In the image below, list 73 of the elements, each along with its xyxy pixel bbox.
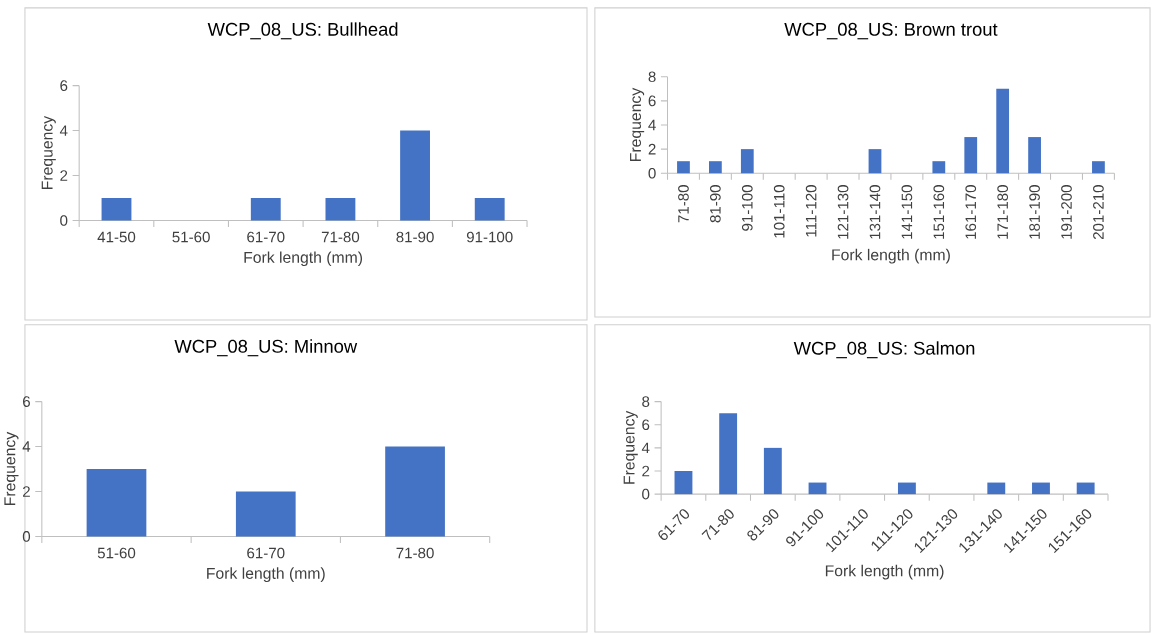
bar (932, 161, 946, 174)
y-tick-label: 2 (642, 465, 650, 477)
x-tick-label: 71-80 (678, 185, 689, 223)
bar (808, 482, 827, 495)
x-tick-label: 71-80 (396, 547, 434, 559)
bar (964, 137, 978, 174)
bar (235, 491, 296, 537)
bar (674, 471, 693, 495)
bar (868, 149, 882, 174)
y-tick-label: 8 (642, 396, 650, 407)
y-axis-title: Frequency (623, 410, 638, 484)
y-tick-label: 6 (642, 419, 650, 431)
bar (677, 161, 690, 174)
y-tick-label: 6 (648, 95, 656, 107)
bar (385, 446, 445, 537)
y-tick-label: 2 (60, 170, 68, 181)
y-tick-label: 0 (648, 167, 656, 179)
bar (987, 482, 1006, 495)
x-tick-label: 141-150 (901, 185, 913, 239)
bar (1092, 161, 1105, 174)
bar (1076, 482, 1095, 495)
x-tick-label: 201-210 (1093, 185, 1104, 240)
x-tick-label: 91-100 (741, 185, 753, 231)
bar (1028, 137, 1041, 174)
x-tick-label: 151-160 (933, 185, 945, 239)
y-axis-title: Frequency (41, 115, 56, 190)
x-tick-label: 81-90 (710, 185, 721, 223)
x-tick-label: 121-130 (837, 185, 849, 239)
chart-title: WCP_08_US: Bullhead (207, 22, 398, 40)
chart-title: WCP_08_US: Minnow (174, 339, 358, 357)
x-tick-label: 41-50 (97, 231, 136, 243)
bar (708, 161, 722, 174)
y-tick-label: 0 (642, 488, 650, 500)
x-tick-label: 171-180 (997, 185, 1008, 239)
x-tick-label: 161-170 (965, 185, 977, 239)
y-tick-label: 6 (60, 80, 68, 92)
bar (763, 447, 782, 495)
y-tick-label: 0 (22, 531, 31, 542)
x-tick-label: 51-60 (172, 231, 210, 243)
y-tick-label: 2 (648, 143, 656, 155)
bar (897, 482, 916, 495)
bar (740, 149, 754, 174)
y-tick-label: 4 (22, 441, 31, 452)
x-tick-label: 101-110 (773, 185, 785, 238)
x-tick-label: 61-70 (247, 547, 285, 559)
bar (86, 469, 147, 537)
x-axis-title: Fork length (mm) (207, 567, 325, 583)
bar (719, 413, 738, 495)
x-axis-title: Fork length (mm) (244, 251, 363, 267)
y-axis-title: Frequency (4, 431, 19, 505)
y-tick-label: 4 (641, 442, 650, 454)
x-tick-label: 61-70 (247, 231, 285, 243)
chart-title: WCP_08_US: Salmon (793, 341, 975, 359)
y-tick-label: 4 (59, 125, 68, 136)
y-tick-label: 4 (648, 119, 656, 131)
x-tick-label: 71-80 (321, 231, 360, 243)
x-axis-title: Fork length (mm) (825, 564, 944, 580)
x-tick-label: 111-120 (805, 185, 817, 237)
y-tick-label: 0 (60, 215, 68, 226)
x-tick-label: 91-100 (466, 231, 513, 243)
y-tick-label: 8 (648, 71, 656, 83)
x-axis-title: Fork length (mm) (832, 248, 950, 264)
x-tick-label: 191-200 (1061, 185, 1072, 239)
y-tick-label: 2 (23, 486, 30, 497)
bar (996, 88, 1010, 174)
x-tick-label: 181-190 (1029, 185, 1040, 239)
x-tick-label: 51-60 (97, 547, 136, 559)
x-tick-label: 81-90 (396, 231, 434, 243)
chart-title: WCP_08_US: Brown trout (784, 22, 998, 40)
bar (1032, 482, 1050, 495)
x-tick-label: 131-140 (869, 185, 881, 239)
y-axis-title: Frequency (630, 87, 645, 161)
y-tick-label: 6 (23, 396, 30, 407)
